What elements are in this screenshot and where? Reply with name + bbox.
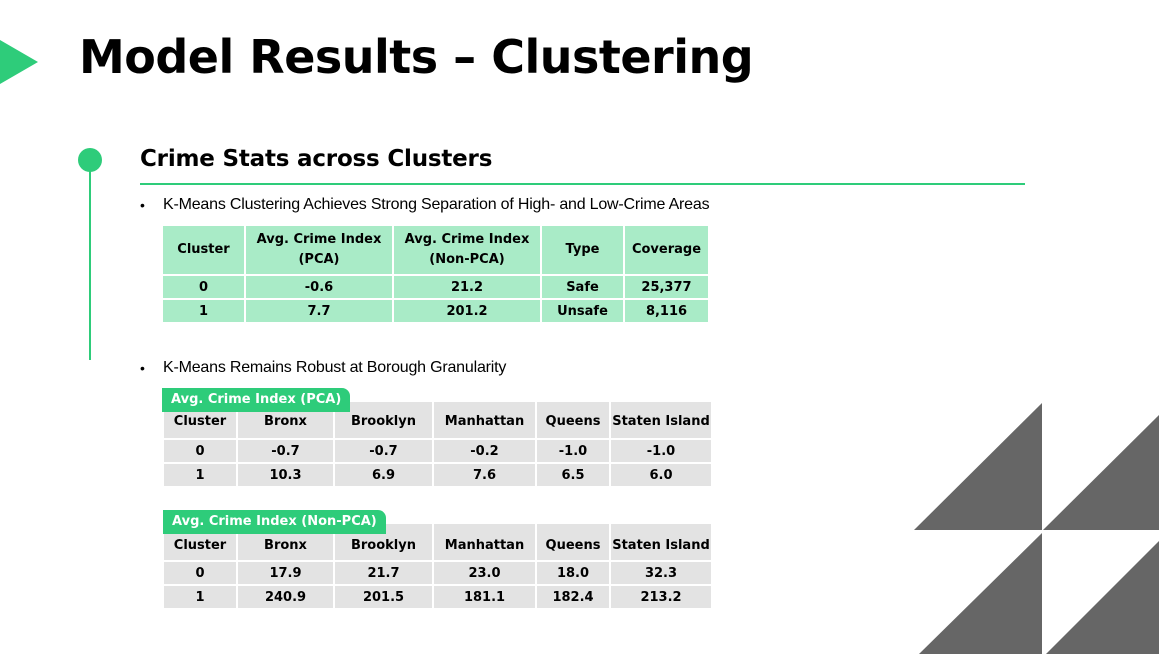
table-cell: -1.0 bbox=[537, 440, 609, 462]
nonpca-borough-table: Cluster Bronx Brooklyn Manhattan Queens … bbox=[162, 522, 713, 610]
bullet-text: K-Means Remains Robust at Borough Granul… bbox=[163, 359, 507, 376]
table-header: Brooklyn bbox=[335, 402, 432, 438]
table-header: Queens bbox=[537, 402, 609, 438]
table-header: Coverage bbox=[625, 226, 708, 274]
table-cell: Unsafe bbox=[542, 300, 623, 322]
table-header: Staten Island bbox=[611, 524, 711, 560]
table-cell: -1.0 bbox=[611, 440, 711, 462]
table-header: Avg. Crime Index (Non-PCA) bbox=[394, 226, 540, 274]
table-row: 1 240.9 201.5 181.1 182.4 213.2 bbox=[164, 586, 711, 608]
triangle-shape bbox=[1046, 541, 1159, 654]
table-cell: 21.2 bbox=[394, 276, 540, 298]
table-header: Staten Island bbox=[611, 402, 711, 438]
summary-table: Cluster Avg. Crime Index (PCA) Avg. Crime… bbox=[161, 224, 710, 324]
table-cell: 25,377 bbox=[625, 276, 708, 298]
table-cell: 7.6 bbox=[434, 464, 535, 486]
table-cell: 17.9 bbox=[238, 562, 333, 584]
bullet-dot-icon: • bbox=[140, 360, 145, 376]
table-cell: 1 bbox=[164, 586, 236, 608]
table-cell: -0.2 bbox=[434, 440, 535, 462]
table-cell: 0 bbox=[164, 562, 236, 584]
table-cell: 32.3 bbox=[611, 562, 711, 584]
table-header-row: Cluster Bronx Brooklyn Manhattan Queens … bbox=[164, 402, 711, 438]
table-cell: 201.2 bbox=[394, 300, 540, 322]
table-header: Queens bbox=[537, 524, 609, 560]
bullet-separation: • K-Means Clustering Achieves Strong Sep… bbox=[140, 194, 710, 216]
table-header-row: Cluster Avg. Crime Index (PCA) Avg. Crime… bbox=[163, 226, 708, 274]
table-cell: 10.3 bbox=[238, 464, 333, 486]
pca-borough-table: Cluster Bronx Brooklyn Manhattan Queens … bbox=[162, 400, 713, 488]
table-header: Type bbox=[542, 226, 623, 274]
table-cell: 7.7 bbox=[246, 300, 392, 322]
nonpca-table-tag: Avg. Crime Index (Non-PCA) bbox=[163, 510, 386, 534]
triangle-shape bbox=[914, 403, 1042, 530]
section-heading: Crime Stats across Clusters bbox=[140, 146, 493, 172]
table-cell: 8,116 bbox=[625, 300, 708, 322]
timeline-dot-icon bbox=[78, 148, 102, 172]
section-divider bbox=[140, 183, 1025, 185]
timeline-line bbox=[89, 170, 91, 360]
page-title: Model Results – Clustering bbox=[79, 30, 754, 84]
table-cell: -0.6 bbox=[246, 276, 392, 298]
bullet-borough: • K-Means Remains Robust at Borough Gran… bbox=[140, 357, 507, 379]
table-cell: 240.9 bbox=[238, 586, 333, 608]
decorative-triangles-icon bbox=[914, 403, 1159, 654]
table-cell: 6.9 bbox=[335, 464, 432, 486]
table-cell: 0 bbox=[163, 276, 244, 298]
table-header: Avg. Crime Index (PCA) bbox=[246, 226, 392, 274]
table-header: Cluster bbox=[163, 226, 244, 274]
triangle-shape bbox=[1043, 415, 1159, 530]
title-arrow-icon bbox=[0, 40, 38, 84]
table-row: 1 7.7 201.2 Unsafe 8,116 bbox=[163, 300, 708, 322]
table-header: Manhattan bbox=[434, 402, 535, 438]
table-cell: 201.5 bbox=[335, 586, 432, 608]
table-cell: 181.1 bbox=[434, 586, 535, 608]
table-row: 0 17.9 21.7 23.0 18.0 32.3 bbox=[164, 562, 711, 584]
table-row: 0 -0.6 21.2 Safe 25,377 bbox=[163, 276, 708, 298]
table-cell: 182.4 bbox=[537, 586, 609, 608]
table-cell: 213.2 bbox=[611, 586, 711, 608]
triangle-shape bbox=[919, 533, 1042, 654]
bullet-text: K-Means Clustering Achieves Strong Separ… bbox=[163, 196, 710, 213]
table-row: 1 10.3 6.9 7.6 6.5 6.0 bbox=[164, 464, 711, 486]
table-cell: 6.0 bbox=[611, 464, 711, 486]
table-cell: -0.7 bbox=[238, 440, 333, 462]
bullet-dot-icon: • bbox=[140, 197, 145, 213]
table-cell: -0.7 bbox=[335, 440, 432, 462]
table-cell: 0 bbox=[164, 440, 236, 462]
table-cell: 1 bbox=[164, 464, 236, 486]
table-cell: 23.0 bbox=[434, 562, 535, 584]
table-row: 0 -0.7 -0.7 -0.2 -1.0 -1.0 bbox=[164, 440, 711, 462]
table-cell: 18.0 bbox=[537, 562, 609, 584]
table-header: Manhattan bbox=[434, 524, 535, 560]
table-cell: 21.7 bbox=[335, 562, 432, 584]
table-cell: Safe bbox=[542, 276, 623, 298]
pca-table-tag: Avg. Crime Index (PCA) bbox=[162, 388, 351, 412]
table-cell: 1 bbox=[163, 300, 244, 322]
table-cell: 6.5 bbox=[537, 464, 609, 486]
